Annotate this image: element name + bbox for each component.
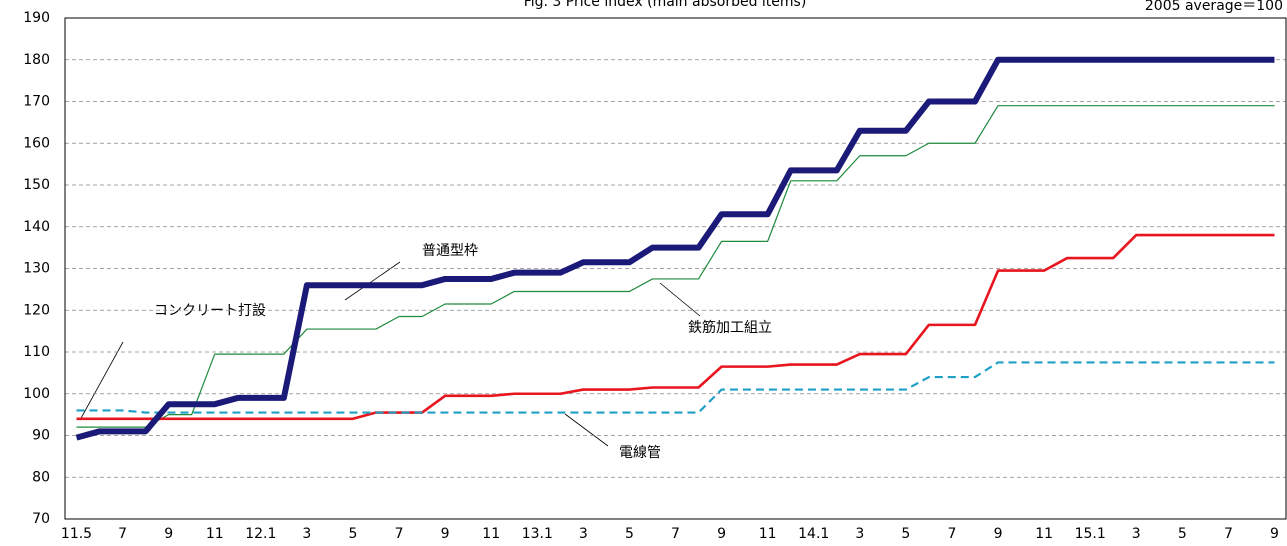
x-tick-label: 5 <box>901 526 910 542</box>
y-tick-label: 140 <box>23 219 50 235</box>
x-tick-label: 7 <box>118 526 127 542</box>
x-tick-label: 7 <box>1224 526 1233 542</box>
x-tick-label: 11 <box>206 526 224 542</box>
y-tick-label: 120 <box>23 302 50 318</box>
x-tick-label: 3 <box>302 526 311 542</box>
y-tick-label: 100 <box>23 386 50 402</box>
series-line <box>76 233 1275 421</box>
x-tick-label: 9 <box>717 526 726 542</box>
x-tick-label: 3 <box>579 526 588 542</box>
plot-frame <box>64 17 1287 520</box>
leader-line <box>659 282 701 317</box>
y-tick-label: 150 <box>23 177 50 193</box>
x-tick-label: 7 <box>395 526 404 542</box>
x-tick-label: 5 <box>625 526 634 542</box>
y-tick-label: 170 <box>23 94 50 110</box>
x-tick-label: 11 <box>759 526 777 542</box>
y-tick-label: 110 <box>23 344 50 360</box>
x-tick-label: 3 <box>855 526 864 542</box>
x-tick-label: 7 <box>947 526 956 542</box>
y-tick-label: 90 <box>32 428 50 444</box>
annotation: 鉄筋加工組立 <box>688 319 772 336</box>
x-tick-label: 7 <box>671 526 680 542</box>
annotation: 普通型枠 <box>422 243 478 259</box>
x-tick-label: 11 <box>1035 526 1053 542</box>
x-tick-label: 11 <box>482 526 500 542</box>
x-tick-label: 15.1 <box>1075 526 1106 542</box>
y-tick-label: 190 <box>23 10 50 26</box>
series-line <box>76 105 1275 428</box>
annotation: 電線管 <box>619 445 661 461</box>
x-tick-label: 5 <box>1178 526 1187 542</box>
x-tick-label: 9 <box>994 526 1003 542</box>
x-tick-label: 9 <box>164 526 173 542</box>
x-tick-label: 11.5 <box>61 526 92 542</box>
x-tick-label: 3 <box>1132 526 1141 542</box>
annotation: コンクリート打設 <box>154 302 266 319</box>
series-line <box>76 361 1275 414</box>
x-tick-label: 9 <box>441 526 450 542</box>
x-tick-label: 5 <box>349 526 358 542</box>
y-tick-label: 70 <box>32 511 50 527</box>
leader-line <box>79 341 124 421</box>
x-tick-label: 12.1 <box>245 526 276 542</box>
y-tick-label: 80 <box>32 469 50 485</box>
leader-line <box>564 413 609 447</box>
y-tick-label: 180 <box>23 52 50 68</box>
leader-line <box>344 261 401 301</box>
series-line <box>75 56 1275 441</box>
y-tick-label: 130 <box>23 261 50 277</box>
x-tick-label: 9 <box>1270 526 1279 542</box>
chart-subtitle: 2005 average＝100 <box>1145 0 1283 14</box>
chart-title: Fig. 3 Price index (main absorbed items) <box>524 0 807 10</box>
x-tick-label: 13.1 <box>522 526 553 542</box>
y-tick-label: 160 <box>23 135 50 151</box>
x-tick-label: 14.1 <box>798 526 829 542</box>
